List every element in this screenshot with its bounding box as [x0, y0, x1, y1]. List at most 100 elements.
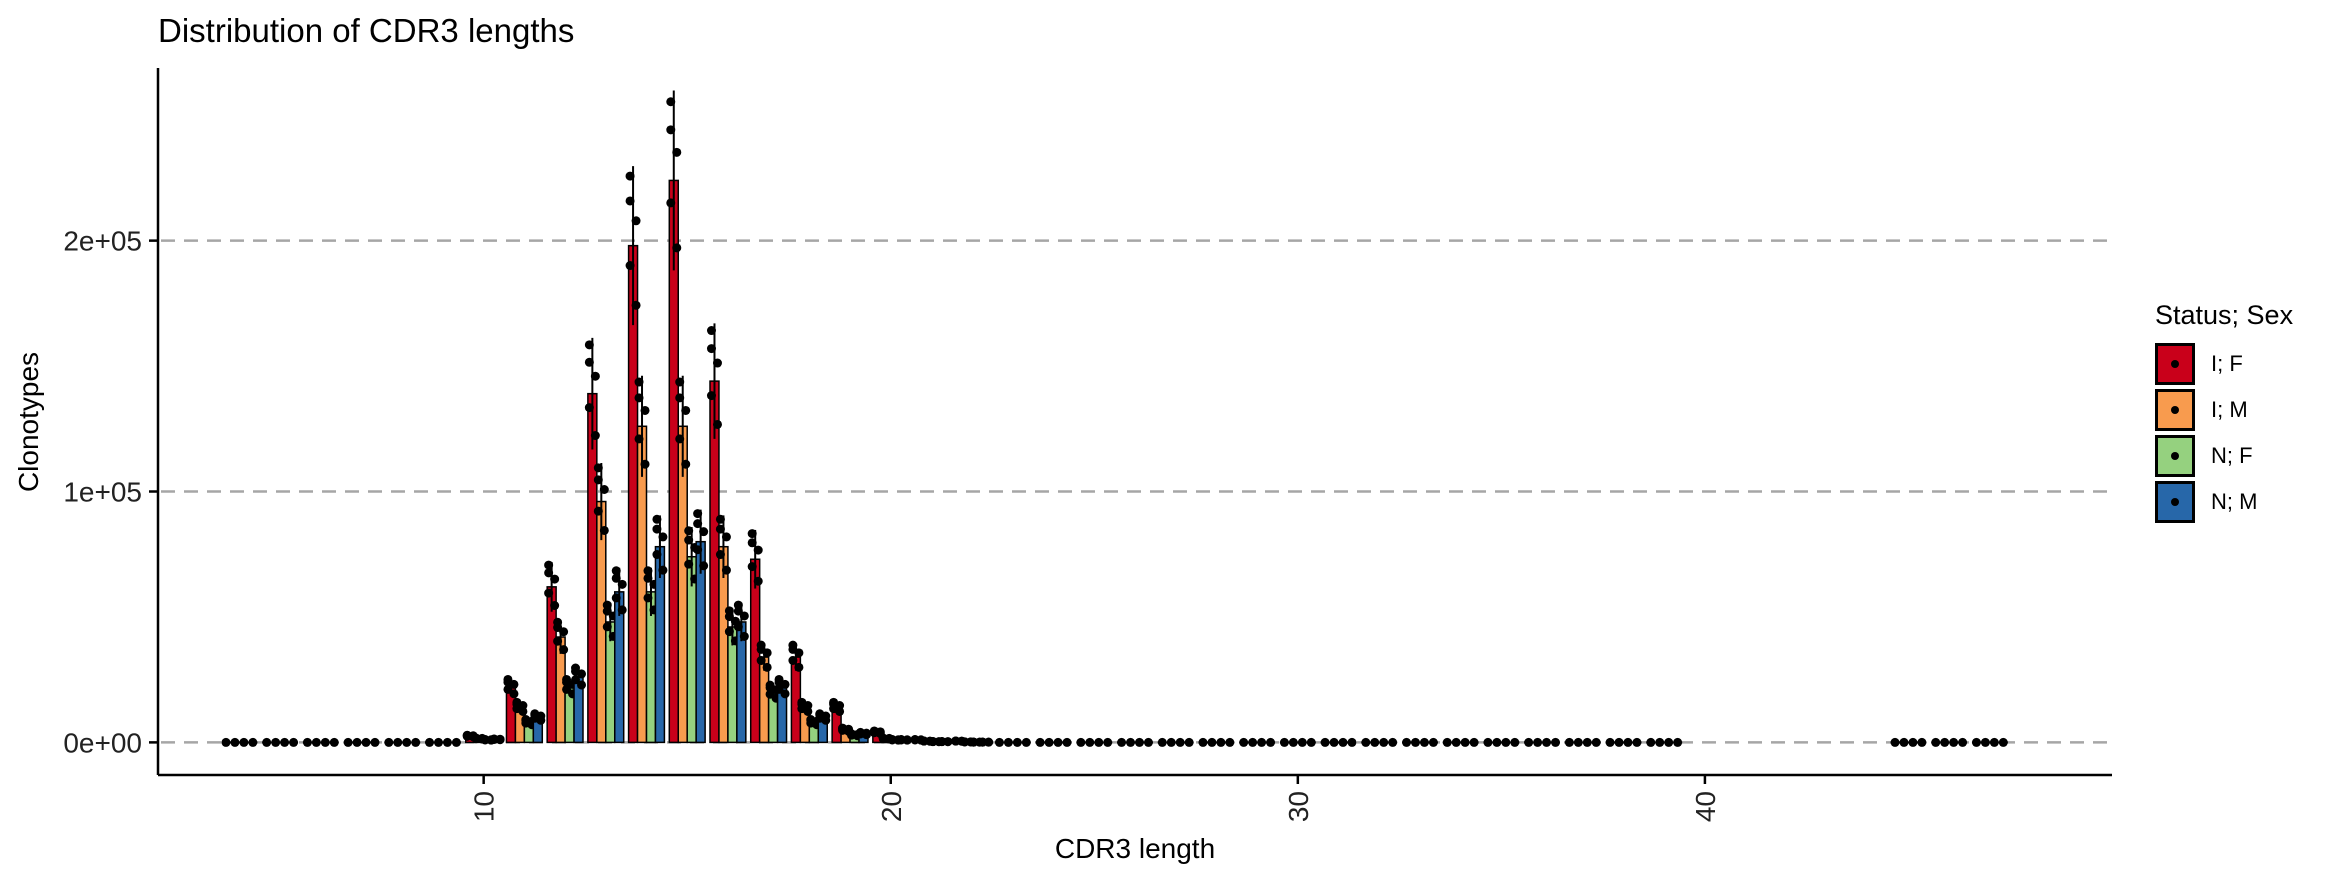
point-nf-32 — [1379, 737, 1389, 747]
point-im-47 — [1980, 737, 1990, 747]
point-im-39 — [1655, 737, 1665, 747]
legend-label-2: N; F — [2211, 443, 2253, 468]
point-if-47 — [1971, 737, 1981, 747]
point-if-14-4 — [625, 196, 635, 206]
point-if-38 — [1605, 737, 1615, 747]
point-im-14-0 — [634, 377, 644, 387]
legend-dot-0 — [2171, 360, 2179, 368]
legend-label-1: I; M — [2211, 397, 2248, 422]
point-if-10-4 — [462, 731, 472, 741]
point-nf-8 — [402, 737, 412, 747]
point-nm-5 — [289, 737, 299, 747]
point-nf-19-4 — [847, 729, 857, 739]
point-nf-16-2 — [724, 627, 734, 637]
point-im-12-4 — [553, 623, 563, 633]
point-if-21-4 — [910, 735, 920, 745]
point-if-13-3 — [590, 431, 600, 441]
point-nf-11-4 — [521, 716, 531, 726]
point-nf-31 — [1338, 737, 1348, 747]
point-im-16-2 — [715, 550, 725, 560]
point-if-4 — [221, 737, 231, 747]
point-nm-36 — [1551, 737, 1561, 747]
point-if-12-3 — [550, 601, 560, 611]
x-axis-label: CDR3 length — [1055, 833, 1215, 864]
point-nm-9 — [451, 737, 461, 747]
point-im-37 — [1573, 737, 1583, 747]
point-nm-46 — [1958, 737, 1968, 747]
point-nm-29 — [1266, 737, 1276, 747]
point-if-19-3 — [835, 706, 845, 716]
point-nm-47 — [1998, 737, 2008, 747]
point-if-37 — [1564, 737, 1574, 747]
point-im-16-4 — [715, 524, 725, 534]
x-tick-label-3: 40 — [1690, 791, 1721, 822]
point-nf-18-4 — [806, 716, 816, 726]
point-nm-16-2 — [733, 622, 743, 632]
point-if-16-1 — [712, 358, 722, 368]
point-nm-16-1 — [739, 611, 749, 621]
point-if-16-2 — [706, 391, 716, 401]
point-nf-15-0 — [684, 526, 694, 536]
point-im-11-4 — [512, 699, 522, 709]
point-nm-19-4 — [855, 728, 865, 738]
point-if-12-2 — [544, 588, 554, 598]
point-if-13-4 — [584, 357, 594, 367]
point-im-22-4 — [960, 737, 970, 747]
point-im-32 — [1370, 737, 1380, 747]
point-nf-6 — [320, 737, 330, 747]
point-nf-15-4 — [684, 535, 694, 545]
point-nm-14-2 — [652, 550, 662, 560]
point-if-6 — [302, 737, 312, 747]
point-nf-21-4 — [928, 737, 938, 747]
point-if-14-3 — [631, 300, 641, 310]
point-if-14-1 — [631, 216, 641, 226]
point-nm-15-2 — [693, 545, 703, 555]
point-if-34 — [1442, 737, 1452, 747]
point-nm-12-4 — [571, 666, 581, 676]
point-if-29 — [1239, 737, 1249, 747]
y-tick-label-1: 1e+05 — [63, 477, 142, 508]
point-im-34 — [1451, 737, 1461, 747]
point-im-16-1 — [721, 532, 731, 542]
point-if-45 — [1890, 737, 1900, 747]
point-im-36 — [1533, 737, 1543, 747]
point-nm-17-4 — [774, 677, 784, 687]
point-nf-15-2 — [684, 559, 694, 569]
point-nf-16-4 — [724, 612, 734, 622]
point-nm-15-3 — [699, 561, 709, 571]
point-if-12-1 — [550, 574, 560, 584]
point-if-14-2 — [625, 261, 635, 271]
point-if-16-0 — [706, 326, 716, 336]
point-im-31 — [1329, 737, 1339, 747]
point-if-16-4 — [706, 344, 716, 354]
point-nf-14-0 — [643, 566, 653, 576]
point-nf-28 — [1216, 737, 1226, 747]
point-if-5 — [262, 737, 272, 747]
point-nm-34 — [1469, 737, 1479, 747]
x-tick-label-1: 20 — [876, 791, 907, 822]
legend-item-3: N; M — [2155, 479, 2335, 525]
point-nf-14-4 — [643, 573, 653, 583]
point-im-25 — [1085, 737, 1095, 747]
point-if-9 — [425, 737, 435, 747]
point-nm-21-4 — [937, 737, 947, 747]
point-im-15-0 — [675, 377, 685, 387]
point-im-14-3 — [640, 459, 650, 469]
y-tick-label-2: 2e+05 — [63, 226, 142, 257]
point-im-21-4 — [919, 736, 929, 746]
point-im-14-2 — [634, 434, 644, 444]
point-if-18-4 — [788, 644, 798, 654]
point-nm-20-4 — [896, 735, 906, 745]
point-nf-13-4 — [602, 606, 612, 616]
point-if-11-3 — [509, 689, 519, 699]
point-im-17-4 — [756, 644, 766, 654]
point-im-28 — [1207, 737, 1217, 747]
point-if-28 — [1198, 737, 1208, 747]
point-nm-8 — [411, 737, 421, 747]
point-if-12-4 — [544, 568, 554, 578]
point-if-13-0 — [584, 340, 594, 350]
point-if-7 — [343, 737, 353, 747]
point-if-30 — [1279, 737, 1289, 747]
point-nf-38 — [1623, 737, 1633, 747]
point-if-23 — [994, 737, 1004, 747]
